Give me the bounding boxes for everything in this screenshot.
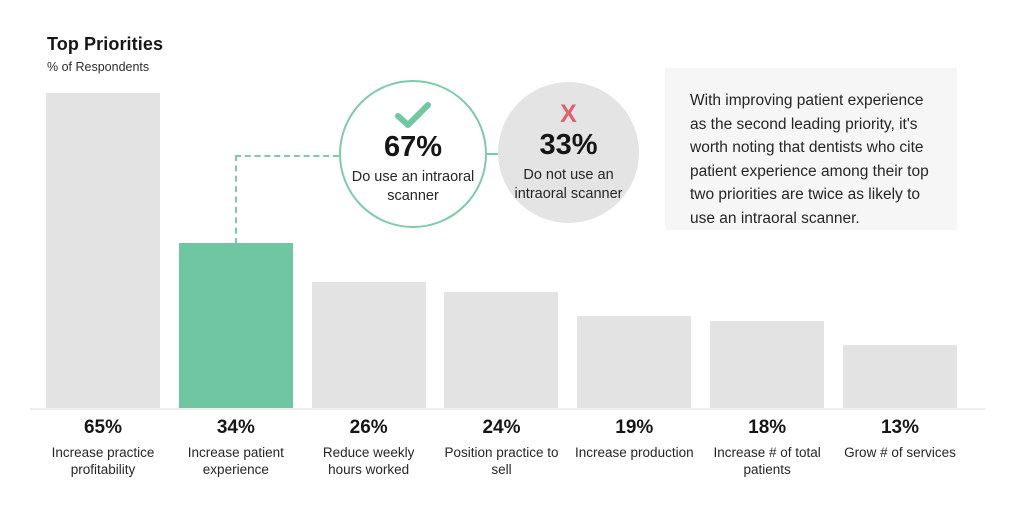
bar-category-label: Reduce weekly hours worked bbox=[322, 445, 415, 477]
use-scanner-label: Do use an intraoral scanner bbox=[351, 169, 475, 204]
bar-category-label: Grow # of services bbox=[844, 445, 956, 460]
bar bbox=[46, 93, 160, 408]
bar-column: 19% Increase production bbox=[575, 93, 694, 460]
callout-use-scanner: 67% Do use an intraoral scanner bbox=[339, 80, 487, 228]
bar-category-label: Increase production bbox=[575, 445, 694, 460]
bar bbox=[577, 316, 692, 408]
title-block: Top Priorities % of Respondents bbox=[47, 34, 163, 74]
bar bbox=[842, 345, 957, 408]
bar-value-label: 19% bbox=[615, 417, 654, 438]
bar-labels: 34% Increase patient experience bbox=[176, 417, 296, 478]
bar-value-label: 65% bbox=[83, 417, 123, 438]
bar-category-label: Increase # of total patients bbox=[713, 445, 821, 477]
x-icon: X bbox=[560, 99, 577, 128]
bar-value-label: 26% bbox=[349, 417, 388, 438]
dashed-connector-between-circles bbox=[487, 153, 499, 155]
bar-highlighted bbox=[178, 243, 293, 408]
bar-column: 13% Grow # of services bbox=[842, 93, 957, 460]
bar-labels: 65% Increase practice profitability bbox=[43, 417, 163, 478]
chart-subtitle: % of Respondents bbox=[47, 60, 150, 74]
bar-series: 65% Increase practice profitability 34% Inc… bbox=[46, 93, 957, 477]
bar-value-label: 18% bbox=[748, 417, 787, 438]
bar-column: 26% Reduce weekly hours worked bbox=[311, 93, 426, 477]
x-axis-baseline bbox=[30, 408, 985, 410]
use-scanner-value: 67% bbox=[383, 131, 443, 163]
bar bbox=[710, 321, 825, 408]
bar-labels: 26% Reduce weekly hours worked bbox=[309, 417, 429, 478]
bar-value-label: 24% bbox=[482, 417, 521, 438]
callout-not-use-scanner: X 33% Do not use an intraoral scanner bbox=[498, 82, 639, 223]
bar-column: 18% Increase # of total patients bbox=[710, 93, 825, 477]
chart-title: Top Priorities bbox=[47, 34, 164, 54]
bar bbox=[444, 292, 559, 408]
not-use-scanner-value: 33% bbox=[539, 128, 598, 161]
bar-labels: 19% Increase production bbox=[574, 417, 694, 461]
bar-column: 24% Position practice to sell bbox=[444, 93, 559, 477]
bar-category-label: Position practice to sell bbox=[444, 445, 559, 477]
bar-value-label: 34% bbox=[216, 417, 255, 438]
bar bbox=[311, 282, 426, 408]
bar-column: 65% Increase practice profitability bbox=[46, 93, 160, 477]
dashed-connector-line bbox=[235, 155, 339, 244]
bar-labels: 13% Grow # of services bbox=[840, 417, 960, 461]
bar-column: 34% Increase patient experience bbox=[178, 93, 293, 477]
bar-value-label: 13% bbox=[880, 417, 919, 438]
bar-category-label: Increase patient experience bbox=[187, 445, 284, 477]
bar-labels: 24% Position practice to sell bbox=[441, 417, 561, 478]
not-use-scanner-label: Do not use an intraoral scanner bbox=[514, 166, 623, 202]
note-text: With improving patient experience as the… bbox=[690, 92, 929, 227]
note-box: With improving patient experience as the… bbox=[665, 68, 957, 230]
bar-labels: 18% Increase # of total patients bbox=[707, 417, 827, 478]
check-icon bbox=[395, 102, 431, 129]
bar-category-label: Increase practice profitability bbox=[51, 445, 155, 477]
